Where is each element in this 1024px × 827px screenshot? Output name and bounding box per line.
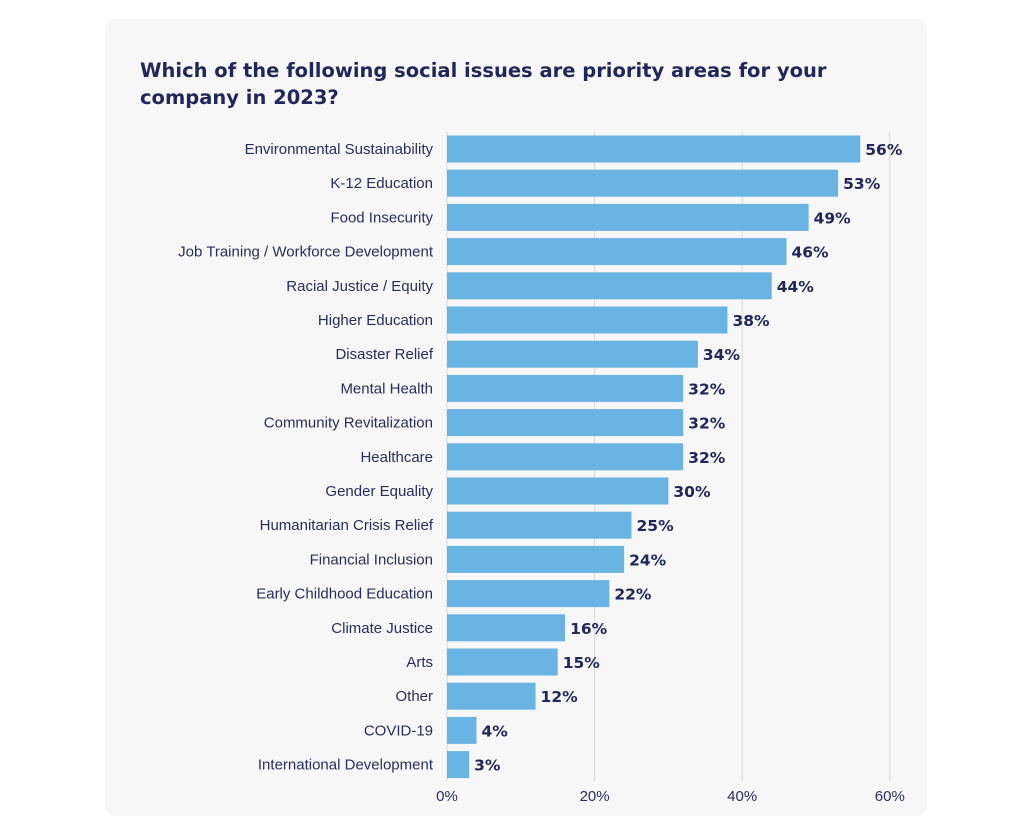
value-label: 44% (777, 278, 815, 296)
value-label: 16% (570, 620, 608, 638)
category-label: Community Revitalization (264, 415, 433, 432)
category-label: Mental Health (340, 380, 433, 397)
category-label: Financial Inclusion (310, 551, 433, 568)
category-label: COVID-19 (364, 722, 433, 739)
value-label: 12% (541, 688, 579, 706)
value-label: 46% (791, 244, 829, 262)
bar (447, 648, 558, 676)
category-label: Disaster Relief (335, 346, 433, 363)
bar (447, 545, 625, 573)
bar (447, 409, 684, 437)
category-label: Climate Justice (331, 620, 433, 637)
value-label: 56% (865, 141, 903, 159)
x-tick-label: 60% (875, 788, 905, 805)
value-label: 53% (843, 175, 881, 193)
category-label: Higher Education (318, 312, 433, 329)
value-label: 34% (703, 346, 741, 364)
bar (447, 751, 470, 779)
value-label: 49% (814, 209, 852, 227)
bar (447, 169, 839, 197)
bar (447, 511, 632, 539)
category-label: Food Insecurity (330, 209, 433, 226)
value-label: 32% (688, 449, 726, 467)
x-tick-label: 40% (727, 788, 757, 805)
bar (447, 716, 477, 744)
value-label: 32% (688, 415, 726, 433)
bar (447, 306, 728, 334)
bar (447, 443, 684, 471)
value-label: 3% (474, 757, 501, 775)
chart-title: Which of the following social issues are… (140, 59, 827, 109)
category-label: Environmental Sustainability (245, 141, 434, 158)
value-label: 38% (732, 312, 770, 330)
value-label: 22% (614, 586, 652, 604)
value-label: 25% (637, 517, 675, 535)
bar (447, 580, 610, 608)
category-label: Racial Justice / Equity (286, 278, 433, 295)
x-tick-label: 20% (580, 788, 610, 805)
bar (447, 374, 684, 402)
category-label: Job Training / Workforce Development (178, 244, 434, 261)
category-label: Other (395, 688, 433, 705)
value-label: 32% (688, 380, 726, 398)
bar (447, 477, 669, 505)
bar (447, 682, 536, 710)
bar (447, 614, 566, 642)
category-label: Healthcare (360, 449, 433, 466)
bar (447, 203, 809, 231)
x-tick-label: 0% (436, 788, 458, 805)
category-label: Early Childhood Education (256, 586, 433, 603)
category-label: Arts (406, 654, 433, 671)
value-label: 4% (482, 722, 509, 740)
bar (447, 135, 861, 163)
value-label: 15% (563, 654, 601, 672)
value-label: 30% (673, 483, 711, 501)
bar (447, 272, 772, 300)
category-label: Gender Equality (325, 483, 433, 500)
value-label: 24% (629, 551, 667, 569)
bar (447, 340, 698, 368)
category-label: K-12 Education (330, 175, 433, 192)
bar (447, 238, 787, 266)
category-label: Humanitarian Crisis Relief (260, 517, 434, 534)
category-label: International Development (258, 757, 434, 774)
